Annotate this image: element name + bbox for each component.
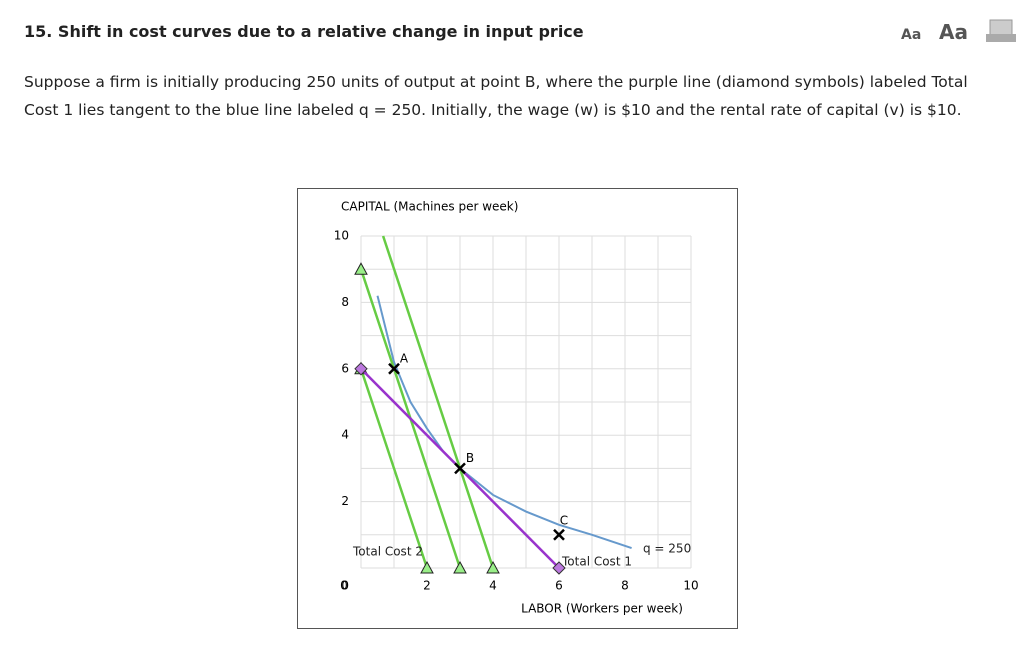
series-label: Total Cost 1 bbox=[561, 555, 632, 569]
y-tick-label: 10 bbox=[334, 229, 349, 243]
point-label: C bbox=[560, 513, 568, 527]
series-label: q = 250 bbox=[643, 542, 691, 556]
point-marker bbox=[454, 462, 466, 475]
font-large-button[interactable]: Aa bbox=[939, 20, 968, 44]
y-tick-label: 0 bbox=[341, 579, 349, 593]
x-tick-label: 0 bbox=[340, 579, 348, 593]
triangle-marker bbox=[354, 262, 368, 275]
question-text: Suppose a firm is initially producing 25… bbox=[24, 73, 968, 119]
x-tick-label: 6 bbox=[555, 579, 563, 593]
triangle-marker bbox=[486, 560, 500, 574]
question-title: 15. Shift in cost curves due to a relati… bbox=[24, 22, 584, 41]
font-small-button[interactable]: Aa bbox=[901, 27, 922, 43]
triangle-marker bbox=[420, 560, 434, 574]
y-tick-label: 2 bbox=[341, 494, 349, 508]
series-line bbox=[359, 368, 429, 569]
x-tick-label: 4 bbox=[489, 579, 497, 593]
point-label: B bbox=[466, 451, 474, 465]
triangle-marker bbox=[453, 560, 467, 574]
x-axis-label: LABOR (Workers per week) bbox=[521, 602, 683, 616]
point-label: A bbox=[400, 351, 409, 365]
point-marker bbox=[388, 362, 400, 375]
y-tick-label: 6 bbox=[341, 361, 349, 375]
print-icon[interactable] bbox=[986, 19, 1016, 42]
point-marker bbox=[553, 528, 565, 541]
y-tick-label: 8 bbox=[341, 295, 349, 309]
y-tick-label: 4 bbox=[341, 428, 349, 442]
diamond-marker bbox=[354, 362, 368, 376]
diamond-marker bbox=[552, 561, 566, 575]
series-label: Total Cost 2 bbox=[352, 545, 423, 559]
series-line bbox=[381, 235, 495, 569]
chart-frame bbox=[297, 188, 738, 629]
x-tick-label: 8 bbox=[621, 579, 629, 593]
x-tick-label: 10 bbox=[683, 579, 698, 593]
x-tick-label: 2 bbox=[423, 579, 431, 593]
y-axis-label: CAPITAL (Machines per week) bbox=[341, 200, 518, 214]
